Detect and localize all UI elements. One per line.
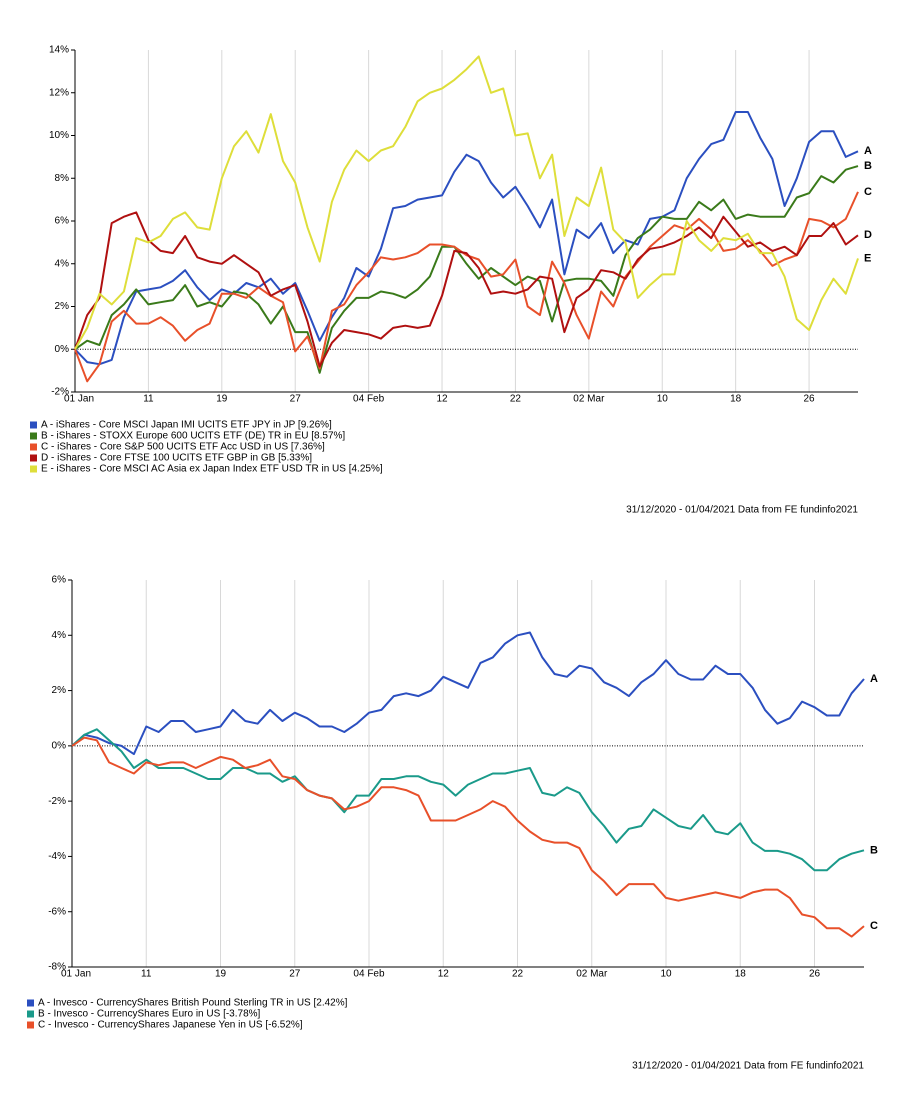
legend-label: A - iShares - Core MSCI Japan IMI UCITS …	[41, 420, 332, 431]
legend-label: E - iShares - Core MSCI AC Asia ex Japan…	[41, 464, 383, 475]
y-tick-label: 2%	[55, 301, 70, 312]
source-note: 31/12/2020 - 01/04/2021 Data from FE fun…	[626, 505, 858, 516]
legend-label: C - Invesco - CurrencyShares Japanese Ye…	[38, 1020, 303, 1031]
x-tick-label: 12	[436, 394, 448, 405]
y-tick-label: 12%	[49, 87, 69, 98]
x-tick-label: 19	[215, 969, 227, 980]
x-tick-label: 26	[809, 969, 821, 980]
y-tick-label: 0%	[52, 740, 67, 751]
legend-label: B - Invesco - CurrencyShares Euro in US …	[38, 1009, 261, 1020]
series-line	[74, 191, 859, 383]
source-note: 31/12/2020 - 01/04/2021 Data from FE fun…	[632, 1061, 864, 1072]
y-tick-label: 10%	[49, 130, 69, 141]
legend-label: C - iShares - Core S&P 500 UCITS ETF Acc…	[41, 442, 325, 453]
x-tick-label: 11	[141, 969, 152, 980]
legend-swatch	[27, 1010, 34, 1018]
x-tick-label: 26	[804, 394, 816, 405]
y-tick-label: -8%	[48, 962, 66, 973]
y-tick-label: 2%	[52, 685, 67, 696]
y-tick-label: 14%	[49, 45, 69, 56]
y-tick-label: 4%	[52, 630, 67, 641]
legend-label: D - iShares - Core FTSE 100 UCITS ETF GB…	[41, 453, 312, 464]
legend-swatch	[27, 1021, 34, 1029]
x-tick-label: 02 Mar	[573, 394, 605, 405]
legend-swatch	[27, 999, 34, 1007]
x-tick-label: 27	[290, 394, 302, 405]
y-tick-label: 6%	[55, 216, 70, 227]
y-tick-label: 0%	[55, 344, 70, 355]
end-label: A	[870, 673, 878, 685]
x-tick-label: 27	[289, 969, 301, 980]
series-line	[74, 211, 859, 368]
end-label: C	[864, 186, 872, 198]
legend-swatch	[30, 421, 37, 429]
x-tick-label: 04 Feb	[353, 969, 385, 980]
series-line	[71, 728, 865, 872]
end-label: C	[870, 920, 878, 932]
legend-swatch	[30, 432, 37, 440]
x-tick-label: 19	[216, 394, 228, 405]
series-line	[74, 165, 859, 374]
legend-swatch	[30, 443, 37, 451]
legend-label: B - iShares - STOXX Europe 600 UCITS ETF…	[41, 431, 345, 442]
legend-swatch	[30, 465, 37, 473]
y-tick-label: -2%	[48, 796, 66, 807]
series-line	[71, 736, 865, 938]
end-label: B	[870, 844, 878, 856]
series-line	[71, 631, 865, 756]
x-tick-label: 10	[657, 394, 669, 405]
end-label: B	[864, 160, 872, 172]
y-tick-label: -2%	[51, 387, 69, 398]
y-tick-label: -6%	[48, 906, 66, 917]
x-tick-label: 12	[438, 969, 450, 980]
legend-swatch	[30, 454, 37, 462]
series-line	[74, 55, 859, 350]
x-tick-label: 04 Feb	[353, 394, 385, 405]
x-tick-label: 18	[730, 394, 742, 405]
x-tick-label: 22	[510, 394, 522, 405]
end-label: D	[864, 229, 872, 241]
x-tick-label: 11	[143, 394, 154, 405]
end-label: A	[864, 145, 872, 157]
x-tick-label: 10	[660, 969, 672, 980]
y-tick-label: 8%	[55, 173, 70, 184]
x-tick-label: 02 Mar	[576, 969, 608, 980]
y-tick-label: 4%	[55, 258, 70, 269]
legend-label: A - Invesco - CurrencyShares British Pou…	[38, 998, 348, 1009]
end-label: E	[864, 252, 871, 264]
x-tick-label: 18	[735, 969, 747, 980]
x-tick-label: 01 Jan	[61, 969, 91, 980]
y-tick-label: -4%	[48, 851, 66, 862]
x-tick-label: 01 Jan	[64, 394, 94, 405]
y-tick-label: 6%	[52, 575, 67, 586]
series-line	[74, 111, 859, 366]
x-tick-label: 22	[512, 969, 524, 980]
